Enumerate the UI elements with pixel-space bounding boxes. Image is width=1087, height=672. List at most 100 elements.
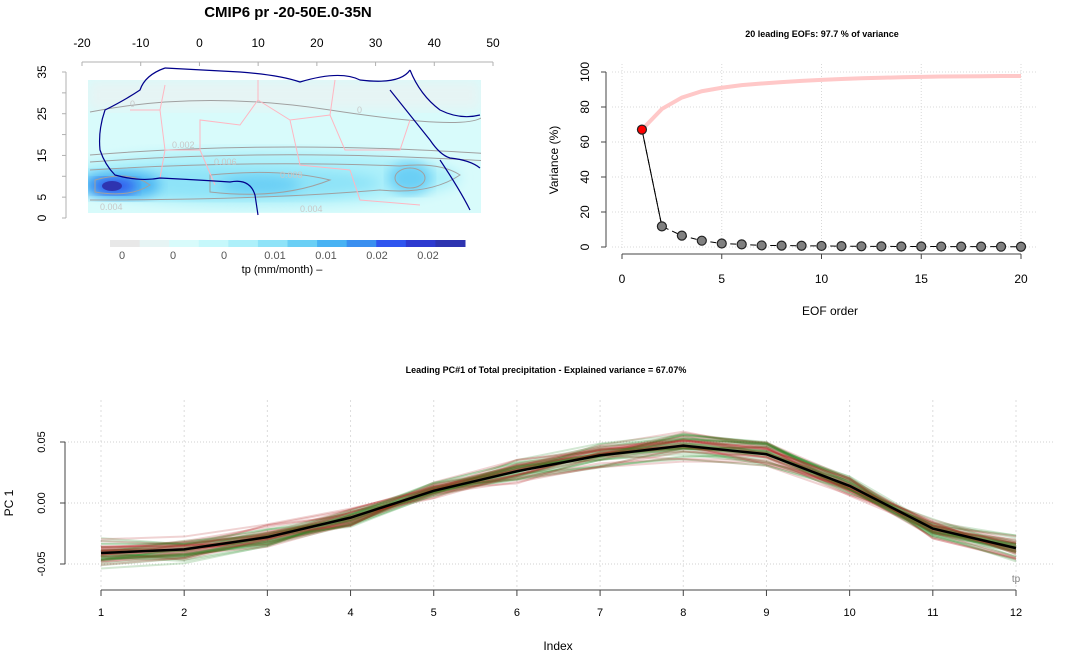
ensemble-member-line <box>100 439 1017 557</box>
ensemble-member-line <box>100 438 1017 570</box>
ensemble-member-line <box>100 447 1017 554</box>
eof-point <box>936 241 947 252</box>
ensemble-member-line <box>100 438 1017 561</box>
colorbar-tick-label: 0 <box>221 250 227 262</box>
eof-y-tick-label: 80 <box>578 100 592 114</box>
map-y-tick-label: 5 <box>35 193 49 200</box>
map-x-tick-label: 50 <box>486 36 500 50</box>
ensemble-member-line <box>100 446 1017 552</box>
pc-annotation: tp <box>1012 574 1021 585</box>
eof-point <box>796 240 807 251</box>
colorbar-swatch <box>169 240 200 247</box>
map-y-tick-label: 35 <box>35 65 49 79</box>
eof-point <box>956 241 967 252</box>
ensemble-member-line <box>100 441 1017 560</box>
map-y-tick-label: 15 <box>35 148 49 162</box>
colorbar-swatch <box>287 240 318 247</box>
pc-x-tick-label: 6 <box>514 607 520 619</box>
eof-point <box>736 239 747 250</box>
eof-point <box>916 241 927 252</box>
map-x-tick-label: 20 <box>310 36 324 50</box>
pc-y-tick-label: 0.00 <box>36 492 48 513</box>
eof-x-tick-label: 20 <box>1014 272 1028 286</box>
map-y-ticks: 0 5 15 25 35 <box>35 65 66 221</box>
eof-point <box>716 238 727 249</box>
colorbar-swatch <box>139 240 170 247</box>
colorbar-tick-label: 0 <box>119 250 125 262</box>
ensemble-member-line <box>100 447 1017 561</box>
eof-y-tick-label: 60 <box>578 135 592 149</box>
ensemble-member-line <box>100 442 1017 561</box>
colorbar-tick-label: 0.02 <box>417 250 438 262</box>
contour-lines <box>89 100 481 201</box>
colorbar-swatch <box>228 240 259 247</box>
ensemble-member-line <box>100 457 1017 550</box>
ensemble-member-line <box>100 441 1017 558</box>
colorbar-swatch <box>257 240 288 247</box>
ensemble-member-line <box>100 433 1017 565</box>
variance-line-segment <box>641 129 663 227</box>
map-x-tick-label: 40 <box>428 36 442 50</box>
eof-y-tick-label: 0 <box>578 243 592 250</box>
variance-line <box>641 129 1022 248</box>
ensemble-member-line <box>100 436 1017 566</box>
map-x-ticks: -20 -10 0 10 20 30 40 50 <box>73 36 500 66</box>
contour-label: 0 <box>357 105 362 115</box>
cumulative-variance-line <box>640 74 1021 132</box>
map-y-tick-label: 25 <box>35 107 49 121</box>
eof-point <box>676 230 687 241</box>
map-x-tick-label: 30 <box>369 36 383 50</box>
eof-point <box>975 241 987 252</box>
ensemble-member-line <box>100 453 1017 553</box>
ensemble-member-line <box>100 454 1017 547</box>
map-x-tick-label: -20 <box>73 36 91 50</box>
eof-point <box>995 241 1007 252</box>
ensemble-member-line <box>100 458 1017 546</box>
colorbar-swatch <box>346 240 377 247</box>
colorbar-label: tp (mm/month) – <box>242 264 324 276</box>
ensemble-member-line <box>100 433 1017 563</box>
eof-point <box>696 235 707 246</box>
ensemble-member-line <box>100 450 1017 544</box>
eof-point <box>756 240 767 251</box>
eof-x-tick-label: 5 <box>718 272 725 286</box>
ensemble-member-line <box>100 438 1017 557</box>
contour-label: 0 <box>130 99 135 109</box>
colorbar-swatch <box>198 240 229 247</box>
colorbar-swatch <box>376 240 407 247</box>
colorbar-swatch <box>435 240 466 247</box>
eof-point <box>896 241 907 252</box>
pc-mean-line <box>100 444 1017 555</box>
ensemble-member-line <box>100 440 1017 556</box>
eof-x-tick-label: 15 <box>915 272 929 286</box>
eof-point <box>636 124 648 135</box>
contour-label: 0.004 <box>100 202 123 212</box>
eof-x-tick-label: 10 <box>815 272 829 286</box>
eof-y-label: Variance (%) <box>547 126 561 194</box>
map-panel: -20 -10 0 10 20 30 40 50 0 5 15 25 35 CMIP6 pr -20-… <box>35 4 500 276</box>
pc-x-tick-label: 5 <box>431 607 437 619</box>
ensemble-member-line <box>100 445 1017 562</box>
pc-panel: Leading PC#1 of Total precipitation - Ex… <box>2 365 1055 653</box>
ensemble-member-line <box>100 452 1017 553</box>
eof-x-label: EOF order <box>802 304 858 318</box>
map-y-tick-label: 0 <box>35 214 49 221</box>
eof-point <box>816 240 827 252</box>
ensemble-member-line <box>100 434 1017 558</box>
pc-x-tick-label: 3 <box>264 607 270 619</box>
pc-x-tick-label: 4 <box>347 607 353 619</box>
contour-label: 0.006 <box>214 157 237 167</box>
eof-point <box>1015 241 1027 252</box>
ensemble-member-line <box>100 446 1017 548</box>
eof-x-tick-label: 0 <box>619 272 626 286</box>
map-x-tick-label: 0 <box>196 36 203 50</box>
ensemble-member-line <box>100 460 1017 553</box>
ensemble-member-line <box>100 430 1017 561</box>
eof-y-tick-label: 100 <box>578 62 592 82</box>
contour-labels: 0 0 0.002 0.006 0.008 0.004 0.004 <box>100 99 362 214</box>
pc-x-tick-label: 1 <box>98 607 104 619</box>
eof-title: 20 leading EOFs: 97.7 % of variance <box>745 29 899 39</box>
pc-x-tick-label: 7 <box>597 607 603 619</box>
pc-x-label: Index <box>543 639 572 653</box>
